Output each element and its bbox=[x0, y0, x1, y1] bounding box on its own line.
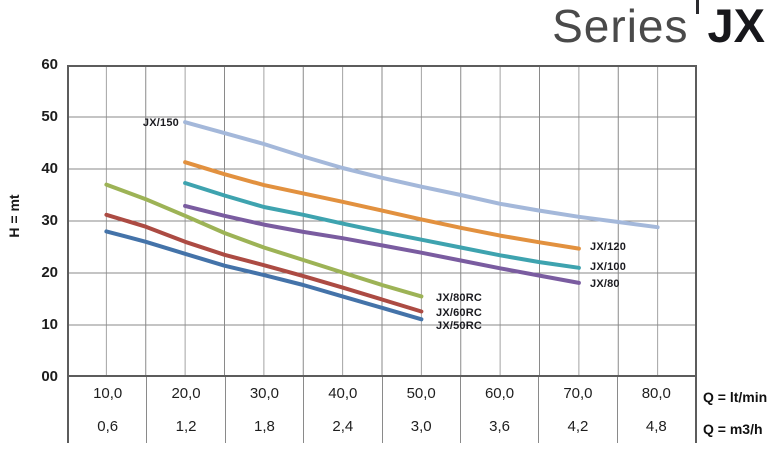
y-tick-50: 50 bbox=[41, 108, 58, 125]
x-tick-ltmin-2: 30,0 bbox=[224, 377, 303, 410]
y-tick-10: 10 bbox=[41, 316, 58, 333]
plot-border bbox=[67, 65, 697, 377]
x-tick-ltmin-4: 50,0 bbox=[381, 377, 460, 410]
x-tick-m3h-0: 0,6 bbox=[97, 418, 119, 435]
curve-JX-50RC bbox=[104, 229, 424, 322]
x-axis-row-ltmin: 10,0 20,0 30,0 40,0 50,0 60,0 70,0 80,0 bbox=[69, 377, 695, 410]
x-tick-ltmin-5: 60,0 bbox=[459, 377, 538, 410]
curve-JX-150 bbox=[183, 120, 660, 230]
x-tick-m3h-7: 4,8 bbox=[616, 410, 695, 443]
x-tick-ltmin-1: 20,0 bbox=[146, 377, 224, 410]
x-tick-m3h-4: 3,0 bbox=[381, 410, 460, 443]
curve-JX-120 bbox=[183, 160, 581, 251]
x-tick-m3h-1: 1,2 bbox=[146, 410, 224, 443]
x-axis-table: 10,0 20,0 30,0 40,0 50,0 60,0 70,0 80,0 0,6 1,2 1… bbox=[67, 377, 697, 443]
title-divider-tick bbox=[695, 0, 699, 14]
x-axis-unit-m3h: Q = m3/h bbox=[703, 421, 763, 437]
title-series-text: Series bbox=[552, 0, 689, 52]
y-tick-00: 00 bbox=[41, 368, 58, 385]
curve-JX-60RC bbox=[104, 212, 424, 314]
title-jx-text: JX bbox=[707, 0, 766, 52]
curve-JX-100 bbox=[183, 181, 581, 270]
x-tick-ltmin-3: 40,0 bbox=[303, 377, 381, 410]
x-axis-unit-ltmin: Q = lt/min bbox=[703, 389, 768, 405]
page-title: Series JX bbox=[552, 0, 766, 62]
curve-JX-80RC bbox=[104, 182, 424, 299]
x-tick-ltmin-6: 70,0 bbox=[538, 377, 616, 410]
y-tick-40: 40 bbox=[41, 160, 58, 177]
curve-JX-80 bbox=[183, 203, 581, 285]
x-tick-ltmin-0: 10,0 bbox=[93, 385, 123, 402]
y-tick-30: 30 bbox=[41, 212, 58, 229]
x-axis-row-m3h: 0,6 1,2 1,8 2,4 3,0 3,6 4,2 4,8 bbox=[69, 410, 695, 443]
y-tick-60: 60 bbox=[41, 56, 58, 73]
x-tick-m3h-3: 2,4 bbox=[303, 410, 381, 443]
x-tick-m3h-2: 1,8 bbox=[224, 410, 303, 443]
y-tick-20: 20 bbox=[41, 264, 58, 281]
x-tick-m3h-6: 4,2 bbox=[538, 410, 616, 443]
x-tick-ltmin-7: 80,0 bbox=[616, 377, 695, 410]
x-tick-m3h-5: 3,6 bbox=[459, 410, 538, 443]
chart-plot-area bbox=[67, 65, 697, 377]
